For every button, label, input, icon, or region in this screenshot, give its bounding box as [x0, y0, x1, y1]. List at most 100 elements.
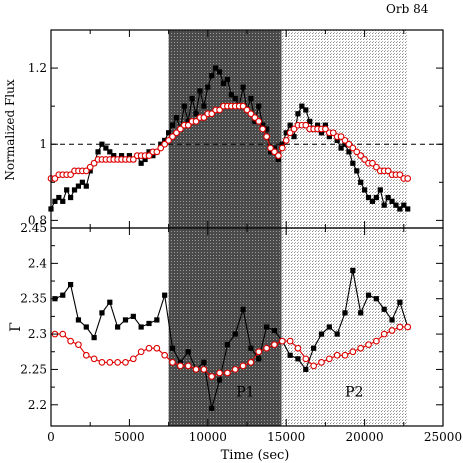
flux-series-0-point — [299, 103, 305, 109]
gamma-series-1-point — [90, 355, 98, 363]
gamma-series-0-point — [311, 345, 317, 351]
x-tick-label: 5000 — [114, 430, 145, 444]
x-axis-label: Time (sec) — [221, 448, 290, 463]
gamma-series-1-point — [380, 330, 388, 338]
flux-series-1-point — [329, 129, 337, 137]
gamma-series-0-point — [224, 342, 230, 348]
flux-series-1-point — [349, 144, 357, 152]
gamma-series-1-point — [231, 366, 239, 373]
flux-series-0-point — [95, 149, 101, 155]
gamma-series-1-point — [145, 344, 153, 352]
gamma-series-0-point — [107, 299, 113, 305]
region-p2-bottom — [281, 228, 407, 426]
flux-series-0-point — [193, 111, 199, 117]
flux-series-0-point — [389, 198, 395, 204]
flux-series-0-point — [209, 73, 215, 79]
flux-series-0-point — [295, 111, 301, 117]
gamma-series-0-point — [271, 327, 278, 334]
flux-series-1-point — [278, 144, 286, 152]
flux-series-0-point — [373, 194, 379, 201]
gamma-series-0-point — [303, 366, 309, 373]
flux-series-0-point — [377, 187, 383, 193]
gamma-series-1-point — [192, 366, 200, 373]
x-tick-label: 10000 — [189, 430, 227, 444]
flux-series-0-point — [350, 160, 356, 166]
flux-series-1-point — [184, 121, 192, 129]
flux-series-0-point — [126, 153, 132, 159]
gamma-series-1-point — [263, 344, 270, 352]
flux-series-0-point — [228, 92, 234, 98]
gamma-y-tick-label: 2.3 — [28, 327, 47, 341]
flux-series-1-point — [177, 125, 184, 133]
gamma-series-1-point — [106, 359, 114, 366]
flux-series-1-point — [384, 167, 392, 175]
gamma-series-0-point — [169, 345, 176, 351]
flux-series-0-point — [338, 145, 344, 151]
gamma-y-axis-label: Γ — [8, 322, 24, 332]
gamma-series-1-point — [373, 337, 380, 345]
flux-series-1-point — [153, 148, 161, 156]
gamma-series-1-point — [255, 348, 263, 356]
gamma-series-0-point — [60, 292, 66, 298]
gamma-series-0-point — [373, 296, 379, 302]
gamma-series-0-point — [397, 299, 403, 305]
gamma-series-0-point — [264, 324, 270, 330]
gamma-panel: 2.2 2.25 2.3 2.35 2.4 2.45 0 5000 10000 15000 2000… — [20, 221, 462, 444]
gamma-y-tick-label: 2.2 — [28, 398, 47, 412]
gamma-series-0-point — [232, 331, 238, 337]
flux-series-1-point — [290, 125, 298, 133]
gamma-series-1-point — [224, 369, 231, 377]
gamma-series-1-point — [247, 359, 255, 366]
flux-series-1-point — [302, 121, 310, 129]
gamma-series-1-point — [365, 341, 372, 349]
gamma-series-1-point — [59, 330, 67, 338]
gamma-series-0-point — [248, 345, 254, 351]
flux-series-0-point — [271, 145, 278, 151]
flux-series-0-point — [322, 122, 328, 128]
gamma-series-0-point — [154, 317, 160, 323]
gamma-series-1-point — [396, 323, 404, 331]
flux-series-1-point — [51, 175, 59, 182]
flux-series-1-point — [251, 114, 259, 121]
flux-series-0-point — [393, 202, 399, 208]
flux-y-tick-label: 1.2 — [28, 61, 47, 75]
flux-series-0-point — [197, 88, 203, 94]
gamma-series-0-point — [216, 377, 223, 383]
flux-series-1-point — [271, 148, 278, 156]
shaded-regions-bottom — [168, 228, 407, 426]
gamma-series-0-point — [162, 292, 168, 298]
gamma-series-1-point — [325, 355, 333, 363]
gamma-series-1-point — [278, 337, 286, 345]
gamma-series-1-point — [239, 362, 247, 370]
gamma-series-1-point — [161, 351, 169, 359]
gamma-series-0-point — [201, 359, 207, 365]
flux-series-0-point — [287, 122, 293, 128]
flux-series-0-point — [354, 168, 360, 174]
region-label-p2: P2 — [345, 384, 363, 400]
gamma-series-0-point — [68, 281, 74, 288]
flux-series-0-point — [146, 149, 152, 155]
flux-series-0-point — [405, 206, 411, 212]
gamma-series-1-point — [341, 351, 349, 359]
gamma-series-0-point — [256, 356, 262, 362]
flux-series-1-point — [169, 133, 176, 140]
gamma-series-1-point — [388, 327, 396, 334]
gamma-series-1-point — [318, 359, 325, 366]
gamma-series-1-point — [177, 362, 184, 370]
flux-series-1-point — [267, 144, 274, 152]
x-tick-label: 20000 — [346, 430, 384, 444]
gamma-series-0-point — [99, 310, 105, 316]
flux-series-0-point — [318, 130, 325, 136]
flux-series-0-point — [142, 156, 148, 163]
gamma-y-tick-label: 2.45 — [20, 221, 47, 235]
flux-series-0-point — [248, 95, 254, 102]
gamma-series-1-point — [333, 351, 341, 359]
flux-series-1-point — [145, 152, 153, 160]
flux-series-1-point — [90, 159, 98, 167]
flux-series-1-point — [337, 133, 345, 140]
gamma-series-0-point — [122, 317, 129, 323]
gamma-y-tick-label: 2.25 — [20, 362, 47, 376]
flux-series-0-point — [342, 141, 348, 147]
flux-series-0-point — [71, 187, 78, 193]
flux-series-1-point — [247, 110, 255, 118]
